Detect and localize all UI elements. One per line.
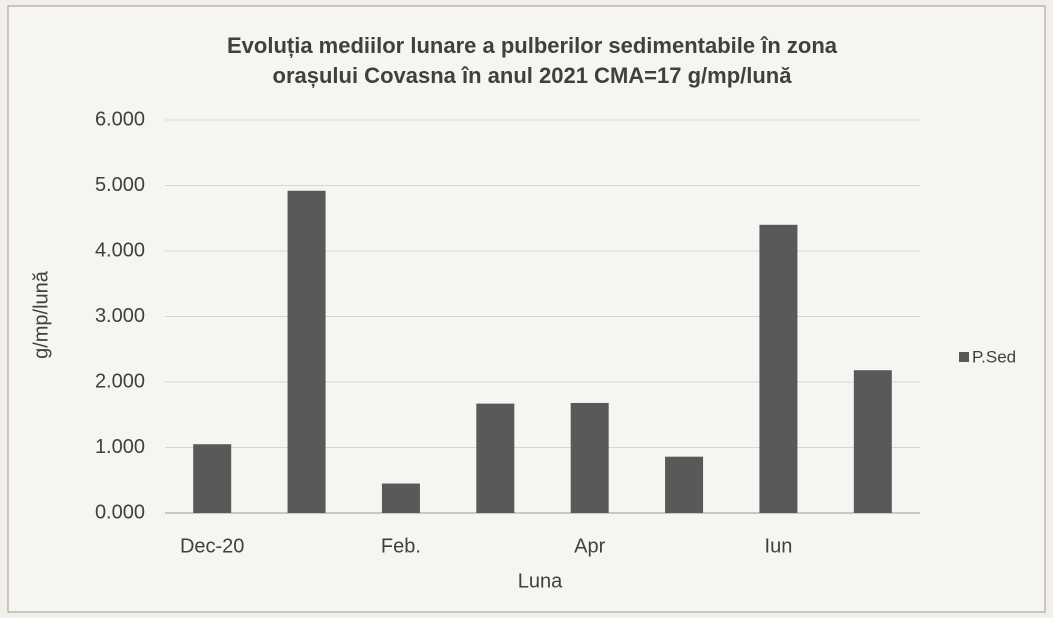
- x-tick-label: Dec-20: [180, 535, 244, 557]
- x-axis-title: Luna: [518, 570, 563, 592]
- bar: [193, 444, 232, 513]
- bar: [759, 224, 798, 514]
- bar: [381, 483, 420, 513]
- bar: [665, 456, 704, 513]
- legend-label: P.Sed: [972, 347, 1016, 366]
- x-tick-label: Iun: [765, 535, 793, 557]
- bar: [476, 403, 515, 513]
- y-axis-title: g/mp/lună: [30, 270, 52, 359]
- chart-frame: [7, 5, 1046, 613]
- y-tick-label: 0.000: [95, 501, 145, 523]
- chart-title: Evoluția mediilor lunare a pulberilor se…: [227, 33, 838, 58]
- x-tick-label: Feb.: [381, 535, 421, 557]
- y-tick-label: 1.000: [95, 436, 145, 458]
- bar: [853, 370, 892, 513]
- chart-title: orașului Covasna în anul 2021 CMA=17 g/m…: [273, 63, 793, 88]
- legend-swatch: [959, 352, 969, 362]
- y-tick-label: 6.000: [95, 108, 145, 130]
- y-tick-label: 2.000: [95, 370, 145, 392]
- y-tick-label: 3.000: [95, 305, 145, 327]
- y-tick-label: 4.000: [95, 239, 145, 261]
- y-tick-label: 5.000: [95, 174, 145, 196]
- x-tick-label: Apr: [574, 535, 605, 557]
- bar: [287, 190, 326, 514]
- bar: [570, 402, 609, 513]
